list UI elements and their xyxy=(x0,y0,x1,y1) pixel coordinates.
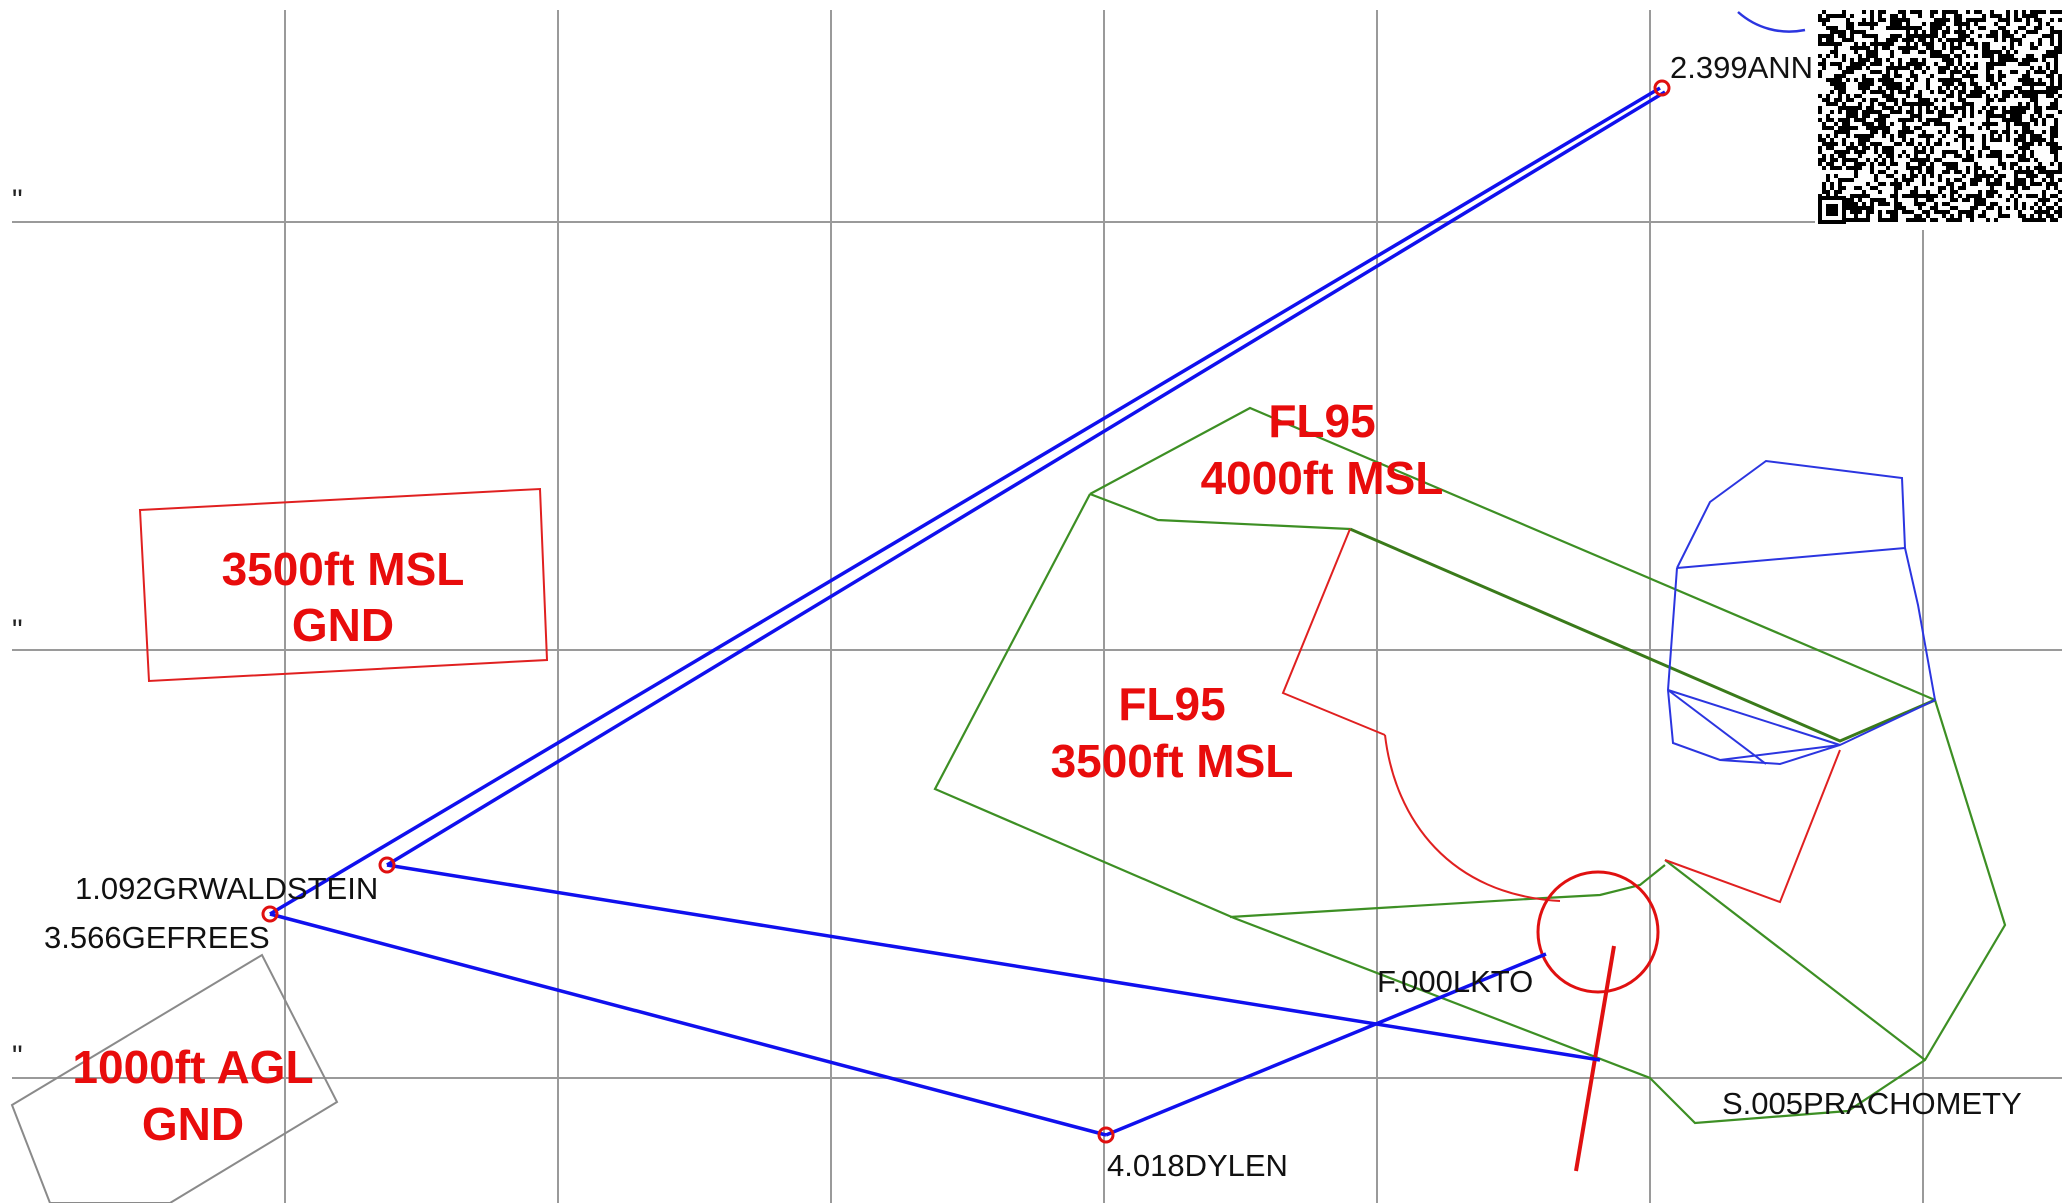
airspace-center-lower-limit: 3500ft MSL xyxy=(1051,735,1294,787)
airspace-agl-upper-limit: 1000ft AGL xyxy=(72,1041,313,1093)
airfield-lkto-symbol[interactable] xyxy=(1536,870,1660,1172)
airspace-arc-top xyxy=(1737,11,1806,33)
airspace-agl[interactable] xyxy=(10,953,339,1203)
airspace-green[interactable] xyxy=(933,406,2007,1125)
waypoint-marker-grwaldstein[interactable] xyxy=(378,856,396,874)
waypoint-label-annaberg: 2.399ANN xyxy=(1670,50,1813,85)
waypoint-label-lkto: F.000LKTO xyxy=(1377,964,1533,999)
airspace-center-upper-limit: FL95 xyxy=(1118,678,1225,730)
waypoint-marker-annaberg[interactable] xyxy=(1653,79,1671,97)
flight-route[interactable] xyxy=(269,86,1666,1137)
airspace-left-lower-limit: GND xyxy=(292,599,394,651)
grid-lines xyxy=(12,10,2062,1203)
waypoint-label-dylen: 4.018DYLEN xyxy=(1107,1148,1288,1183)
waypoint-label-gefrees: 3.566GEFREES xyxy=(44,920,270,955)
waypoint-label-grwaldstein: 1.092GRWALDSTEIN xyxy=(75,871,378,906)
airspace-blue-zone[interactable] xyxy=(1666,459,1937,766)
grid-tick-middle: " xyxy=(12,614,23,647)
airspace-left[interactable] xyxy=(138,487,549,683)
grid-tick-top: " xyxy=(12,184,23,217)
waypoint-label-prachomety: S.005PRACHOMETY xyxy=(1722,1086,2022,1121)
airspace-agl-lower-limit: GND xyxy=(142,1098,244,1150)
waypoint-marker-gefrees[interactable] xyxy=(261,905,279,923)
grid-tick-bottom: " xyxy=(12,1040,23,1073)
airspace-upper-lower-limit: 4000ft MSL xyxy=(1201,452,1444,504)
airspace-left-upper-limit: 3500ft MSL xyxy=(222,543,465,595)
airspace-upper-upper-limit: FL95 xyxy=(1268,395,1375,447)
waypoint-marker-dylen[interactable] xyxy=(1097,1126,1115,1144)
qr-code-icon xyxy=(1818,10,2062,224)
airspace-red-zone[interactable] xyxy=(1281,528,1841,904)
